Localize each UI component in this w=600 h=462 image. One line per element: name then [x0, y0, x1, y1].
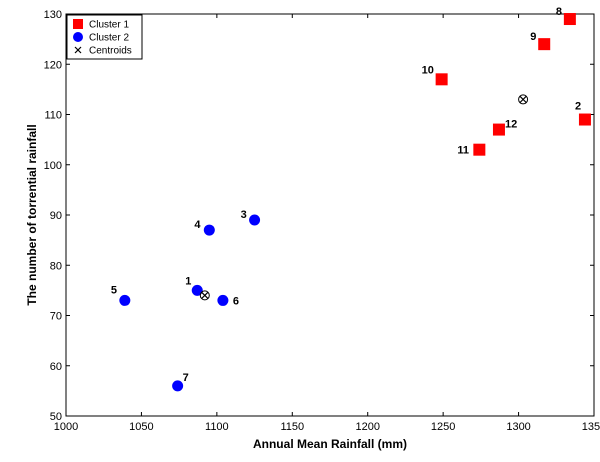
axis-ticks: 1000105011001150120012501300135050607080…	[44, 9, 600, 433]
legend-entry: Centroids	[89, 46, 132, 57]
cluster2-point	[191, 284, 203, 296]
y-tick-label: 60	[50, 361, 62, 373]
y-tick-label: 120	[44, 59, 62, 71]
y-tick-label: 110	[44, 110, 62, 122]
point-label: 10	[422, 64, 434, 76]
point-label: 11	[457, 145, 469, 157]
cluster2-point	[249, 214, 261, 226]
legend-entry: Cluster 2	[89, 33, 129, 44]
x-tick-label: 1250	[431, 421, 455, 433]
x-tick-label: 1300	[506, 421, 530, 433]
y-tick-label: 50	[50, 411, 62, 423]
legend: Cluster 1 Cluster 2 Centroids	[66, 14, 143, 60]
legend-entry: Cluster 1	[89, 20, 129, 31]
data-points	[119, 13, 591, 392]
point-label: 4	[194, 219, 201, 231]
y-tick-label: 100	[44, 160, 62, 172]
cluster2-point	[217, 294, 229, 306]
cluster1-point	[538, 38, 551, 51]
plot-area	[65, 13, 595, 417]
cluster1-point	[492, 123, 505, 136]
y-axis-label: The number of torrential rainfall	[25, 124, 39, 305]
y-tick-label: 130	[44, 9, 62, 21]
x-tick-label: 1350	[582, 421, 600, 433]
y-tick-label: 80	[50, 260, 62, 272]
point-labels: 8 9 10 2 12 11 3 4 1 5 6 7	[111, 6, 581, 384]
x-tick-label: 1050	[129, 421, 153, 433]
x-tick-label: 1100	[205, 421, 229, 433]
point-label: 1	[185, 275, 191, 287]
centroid-point	[74, 46, 82, 54]
cluster2-point	[172, 380, 184, 392]
point-label: 9	[530, 31, 536, 43]
cluster2-point	[203, 224, 215, 236]
centroid-point	[518, 94, 529, 105]
cluster2-point	[119, 294, 131, 306]
point-label: 7	[183, 372, 189, 384]
point-label: 2	[575, 101, 581, 113]
point-label: 8	[556, 6, 562, 18]
y-tick-label: 90	[50, 210, 62, 222]
point-label: 12	[505, 119, 517, 131]
cluster1-point	[563, 13, 576, 26]
x-tick-label: 1150	[280, 421, 304, 433]
point-label: 3	[241, 209, 247, 221]
y-tick-label: 70	[50, 311, 62, 323]
centroid-point	[199, 290, 210, 301]
cluster1-point	[73, 19, 83, 29]
x-axis-label: Annual Mean Rainfall (mm)	[253, 437, 407, 451]
point-label: 5	[111, 284, 117, 296]
point-label: 6	[233, 295, 239, 307]
cluster1-point	[435, 73, 448, 86]
x-tick-label: 1200	[355, 421, 379, 433]
cluster2-point	[73, 32, 83, 42]
x-tick-label: 1000	[54, 421, 78, 433]
cluster1-point	[473, 143, 486, 156]
cluster1-point	[578, 113, 591, 126]
